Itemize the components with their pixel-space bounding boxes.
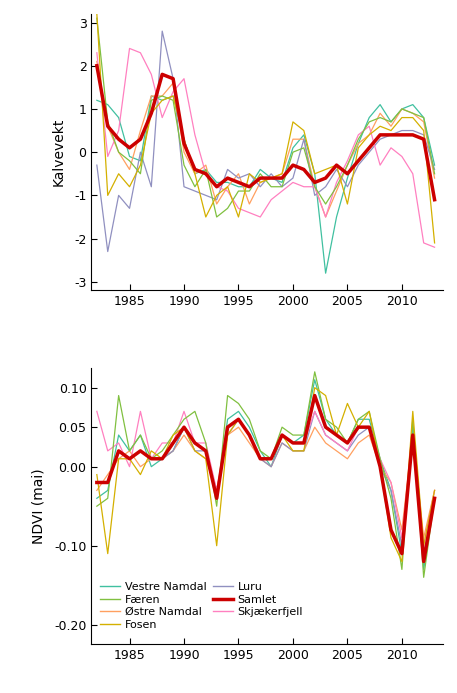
Legend: Vestre Namdal, Færen, Østre Namdal, Fosen, Luru, Samlet, Skjækerfjell, : Vestre Namdal, Færen, Østre Namdal, Fose… [97, 579, 307, 633]
Y-axis label: NDVI (mai): NDVI (mai) [32, 468, 46, 544]
Y-axis label: Kalvevekt: Kalvevekt [52, 118, 66, 186]
